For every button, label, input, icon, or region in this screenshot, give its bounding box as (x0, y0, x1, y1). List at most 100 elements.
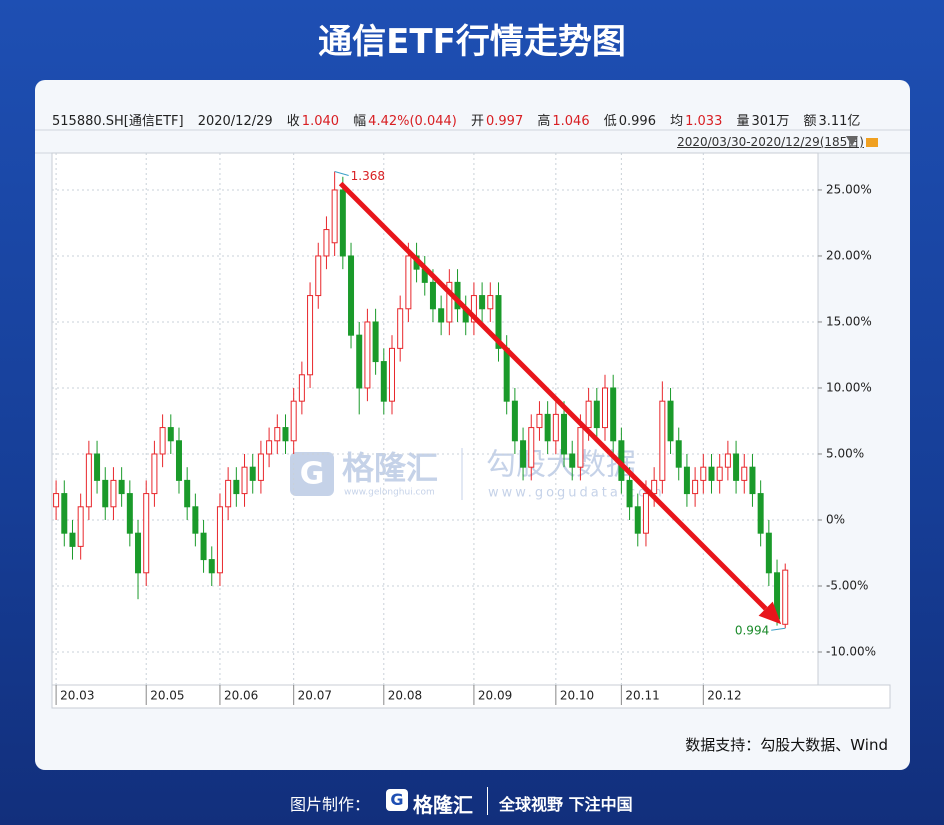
candle-body (249, 466, 256, 481)
candle-body (175, 440, 182, 481)
candle-body (216, 506, 223, 574)
candle-body (634, 506, 641, 534)
candle-body (544, 413, 551, 442)
logo (290, 452, 334, 496)
candle-body (135, 532, 142, 574)
value: 1.033 (685, 114, 723, 129)
watermark-data-url: www.gogudata.com (488, 486, 665, 501)
label: 额 (803, 114, 817, 129)
label: 高 (537, 114, 551, 129)
candle-body (225, 479, 232, 508)
dropdown-icon[interactable] (846, 136, 858, 146)
candle-body (364, 321, 371, 389)
candle-body (511, 400, 518, 442)
annotation-leader (334, 171, 349, 176)
candle-body (757, 493, 764, 534)
candle-body (601, 387, 608, 429)
candle-body (372, 321, 379, 363)
candle-body (184, 479, 191, 508)
candle-body (257, 453, 264, 481)
label: 低 (603, 114, 617, 129)
candle-body (642, 493, 649, 534)
candle-body (298, 374, 305, 402)
candle-body (561, 413, 568, 455)
candle-body (266, 440, 273, 455)
value: 4.42%(0.044) (368, 114, 457, 129)
y-tick-label: 20.00% (826, 248, 872, 262)
x-tick-label: 20.06 (224, 689, 258, 703)
value: 1.040 (301, 114, 340, 129)
brand: 格隆汇 (413, 793, 473, 817)
candle-body (126, 493, 133, 534)
candle-body (552, 413, 559, 442)
x-tick-label: 20.07 (298, 689, 332, 703)
x-tick-label: 20.08 (388, 689, 422, 703)
candle-body (675, 440, 682, 468)
candle-body (331, 189, 338, 244)
candle-body (495, 295, 502, 349)
candle-body (692, 479, 699, 495)
candle-body (626, 479, 633, 508)
value: 0.997 (486, 114, 524, 129)
candle-body (438, 308, 445, 323)
candle-body (397, 308, 404, 349)
candle-body (77, 506, 84, 547)
candle-body (356, 334, 363, 389)
footer: 图片制作： G 格隆汇 全球视野 下注中国 (0, 787, 944, 817)
logo: G (386, 789, 408, 811)
candle-body (274, 427, 281, 442)
candle-body (388, 347, 395, 402)
candle-body (749, 466, 756, 495)
y-tick-label: 25.00% (826, 182, 872, 196)
candle-body (585, 400, 592, 429)
candle-body (708, 466, 715, 481)
candle-body (315, 255, 322, 297)
x-tick-label: 20.10 (560, 689, 594, 703)
candle-body (577, 427, 584, 468)
value: 1.046 (552, 114, 590, 129)
x-tick-label: 20.03 (60, 689, 94, 703)
candle-body (659, 400, 666, 481)
candle-body (323, 229, 330, 257)
lock-icon[interactable] (866, 138, 878, 147)
candle-body (765, 532, 772, 574)
candle-body (151, 453, 158, 495)
candle-body (200, 532, 207, 561)
candle-body (683, 466, 690, 495)
date: 2020/12/29 (197, 114, 273, 129)
date-range[interactable]: 2020/03/30-2020/12/29(185日) (677, 135, 864, 149)
candle-body (569, 453, 576, 468)
candle-body (741, 466, 748, 481)
candle-body (487, 295, 494, 310)
x-tick-label: 20.09 (478, 689, 512, 703)
y-tick-label: 5.00% (826, 446, 864, 460)
separator (487, 787, 488, 815)
candle-body (405, 255, 412, 310)
y-tick-label: -10.00% (826, 644, 876, 658)
candle-body (85, 453, 92, 508)
candle-body (667, 400, 674, 442)
label: 收 (286, 114, 300, 129)
candle-body (192, 506, 199, 534)
candle-body (290, 400, 297, 442)
annotation: 1.368 (351, 169, 385, 183)
candle-body (159, 427, 166, 455)
trend-arrow (338, 181, 768, 611)
candle-body (700, 466, 707, 481)
candle-body (593, 400, 600, 429)
watermark-brand: 格隆汇 (342, 449, 438, 487)
title: 通信ETF行情走势图 (318, 22, 626, 62)
candle-body (69, 532, 76, 547)
candle-body (380, 361, 387, 402)
annotation: 0.994 (735, 624, 769, 638)
label: 幅 (353, 114, 367, 129)
candle-body (348, 255, 355, 336)
made-by: 图片制作： (290, 795, 371, 814)
candle-body (282, 427, 289, 442)
candle-body (479, 295, 486, 310)
plot-area (51, 152, 819, 686)
info-bar: 515880.SH[通信ETF] 2020/12/29 收 1.040 幅 4.42… (52, 110, 870, 129)
candle-body (167, 427, 174, 442)
y-tick-label: 10.00% (826, 380, 872, 394)
